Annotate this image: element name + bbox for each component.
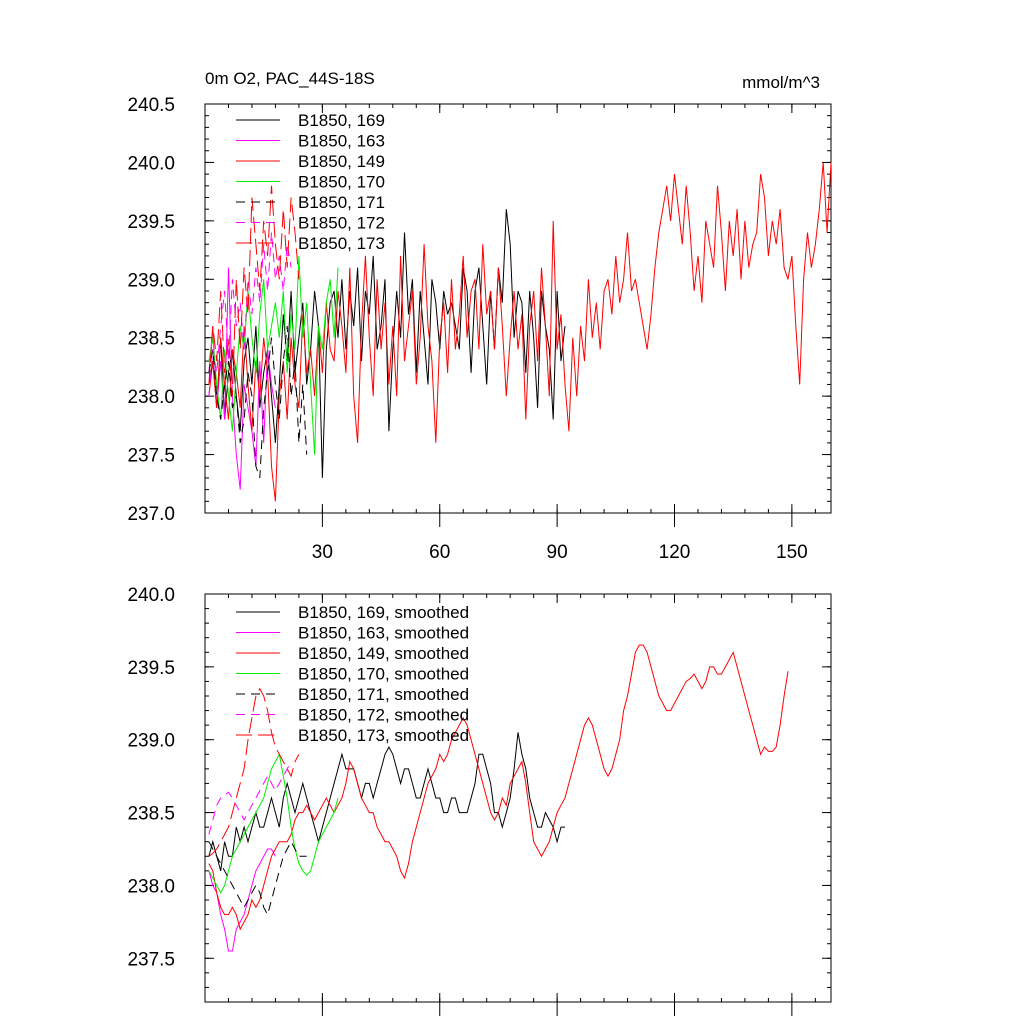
x-tick-label: 90 (547, 542, 568, 563)
y-tick-label: 239.5 (127, 212, 175, 233)
y-tick-label: 240.0 (127, 153, 175, 174)
y-tick-label: 240.5 (127, 95, 175, 116)
series-line (208, 761, 292, 835)
series-line (208, 752, 339, 894)
y-tick-label: 239.0 (127, 731, 175, 752)
legend-label: B1850, 172, smoothed (298, 706, 469, 725)
series-line (208, 840, 307, 916)
series-line (208, 232, 292, 397)
x-tick-label: 120 (659, 542, 691, 563)
series-line (208, 185, 300, 397)
top-panel-units: mmol/m^3 (742, 73, 820, 92)
y-tick-label: 237.5 (127, 446, 175, 467)
series-line (208, 732, 565, 872)
y-tick-label: 240.0 (127, 585, 175, 606)
series-line (208, 644, 789, 931)
y-tick-label: 238.5 (127, 329, 175, 350)
top-panel-title: 0m O2, PAC_44S-18S (205, 69, 375, 88)
series-line (208, 687, 300, 857)
series-line (208, 325, 308, 479)
y-tick-label: 239.0 (127, 270, 175, 291)
legend-label: B1850, 170, smoothed (298, 665, 469, 684)
series-line (208, 162, 832, 502)
y-tick-label: 237.0 (127, 504, 175, 525)
legend-label: B1850, 149 (298, 152, 385, 171)
legend-label: B1850, 163 (298, 132, 385, 151)
top-panel: 0m O2, PAC_44S-18S mmol/m^3 237.0237.523… (127, 69, 832, 563)
bottom-panel: 237.5 238.0 238.5 239.0 239.5 240.0 B1850, 169… (127, 585, 832, 1016)
legend-label: B1850, 169 (298, 111, 385, 130)
legend-label: B1850, 169, smoothed (298, 603, 469, 622)
y-tick-label: 238.0 (127, 387, 175, 408)
x-tick-label: 150 (776, 542, 808, 563)
series-line (208, 267, 276, 490)
legend-label: B1850, 173, smoothed (298, 726, 469, 745)
y-tick-label: 237.5 (127, 949, 175, 970)
legend-label: B1850, 172 (298, 214, 385, 233)
legend-label: B1850, 170 (298, 173, 385, 192)
legend-label: B1850, 171, smoothed (298, 685, 469, 704)
series-line (208, 255, 339, 455)
x-tick-label: 60 (429, 542, 450, 563)
legend-label: B1850, 173 (298, 234, 385, 253)
top-panel-marks: 237.0 237.5 238.0 238.5 239.0 239.5 240.0 240.5… (127, 95, 832, 563)
legend-label: B1850, 163, smoothed (298, 624, 469, 643)
legend-label: B1850, 171 (298, 193, 385, 212)
plot-frame (204, 103, 832, 514)
x-tick-label: 30 (312, 542, 333, 563)
bottom-panel-marks: 237.5 238.0 238.5 239.0 239.5 240.0 B1850, 169… (127, 585, 832, 1016)
series-line (208, 848, 276, 952)
y-tick-label: 238.0 (127, 876, 175, 897)
y-tick-label: 239.5 (127, 658, 175, 679)
y-tick-label: 238.5 (127, 804, 175, 825)
legend-label: B1850, 149, smoothed (298, 644, 469, 663)
